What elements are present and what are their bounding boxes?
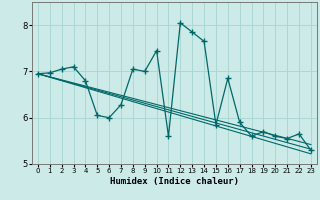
X-axis label: Humidex (Indice chaleur): Humidex (Indice chaleur) [110,177,239,186]
